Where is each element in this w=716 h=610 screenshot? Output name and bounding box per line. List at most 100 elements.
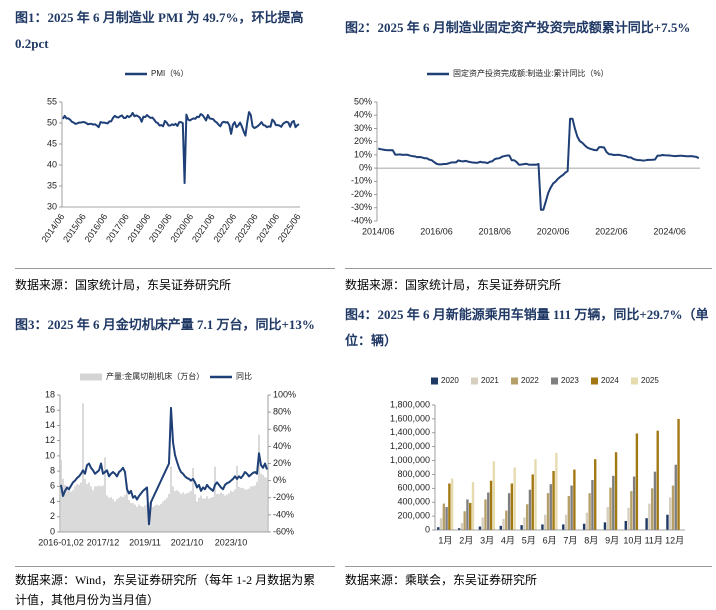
bar (242, 487, 244, 532)
legend-label: 产量:金属切削机床（万台） (106, 371, 204, 381)
bar (603, 522, 607, 530)
bar (541, 524, 544, 530)
bar (228, 493, 230, 532)
x-tick-label: 4月 (501, 535, 515, 545)
y-tick-label: 40 (47, 159, 57, 169)
bar (612, 475, 615, 530)
bar (471, 482, 475, 530)
x-tick-label: 2024/06 (653, 226, 686, 236)
y-tick-label: 35 (47, 180, 57, 190)
legend-label: 同比 (236, 371, 252, 381)
y-tick-label: 12 (45, 435, 55, 445)
bar (82, 403, 84, 532)
bar (523, 517, 526, 530)
bar (264, 477, 266, 532)
bar (437, 527, 440, 530)
bar (84, 478, 86, 532)
bar (520, 525, 523, 530)
bar (114, 501, 116, 532)
bar (591, 480, 594, 530)
bar (463, 511, 466, 530)
bar (582, 523, 586, 530)
bar (588, 493, 591, 530)
y-tick-label: 1,600,000 (390, 413, 430, 423)
bar (457, 528, 461, 530)
bar (74, 486, 76, 532)
bar (194, 493, 196, 532)
bar (531, 474, 534, 530)
bar (214, 466, 216, 532)
legend-swatch (511, 377, 518, 385)
y-tick-label: 16 (45, 405, 55, 415)
bar (166, 497, 168, 532)
legend-label: 固定资产投资完成额:制造业:累计同比（%） (453, 68, 609, 78)
bar (484, 499, 487, 530)
y-tick-label: 55 (47, 96, 57, 106)
bar (240, 487, 242, 532)
bar (666, 514, 669, 530)
bar (136, 506, 138, 532)
x-tick-label: 6月 (543, 535, 557, 545)
bar (94, 486, 96, 532)
bar (156, 504, 158, 532)
bar (492, 461, 496, 530)
bar (212, 496, 214, 532)
bar (76, 484, 78, 532)
bar (653, 471, 657, 530)
legend-label: PMI（%） (151, 69, 188, 78)
bar (630, 491, 633, 530)
y-tick-label: 600,000 (397, 483, 430, 493)
bar (573, 469, 576, 530)
line-series (60, 406, 268, 526)
separator (15, 268, 335, 269)
y-tick-label: 0% (359, 162, 372, 172)
bar (671, 485, 675, 530)
bar (170, 466, 172, 532)
bar (248, 488, 250, 532)
x-tick-label: 8月 (584, 535, 598, 545)
y-tick-label: -30% (351, 202, 372, 212)
bar (152, 506, 154, 532)
y-tick-label: 30% (354, 123, 372, 133)
bar (544, 514, 547, 530)
bar (204, 498, 206, 532)
bar (60, 459, 62, 532)
bar (174, 490, 176, 532)
bar (70, 491, 72, 532)
separator (15, 566, 335, 567)
bar (144, 505, 146, 532)
bar (124, 494, 126, 532)
x-tick-label: 3月 (480, 535, 494, 545)
bar (160, 503, 162, 532)
bar (102, 485, 104, 532)
legend-swatch (80, 373, 102, 381)
bar (562, 524, 565, 530)
bar (614, 452, 618, 530)
y-tick-label: 50 (47, 117, 57, 127)
bar (466, 499, 469, 530)
bar (64, 484, 66, 532)
y2-tick-label: 100% (273, 389, 296, 399)
y2-tick-label: 60% (273, 424, 291, 434)
x-tick-label: 2017/12 (87, 537, 120, 547)
legend-swatch (591, 377, 598, 385)
bar (230, 490, 232, 532)
figure-title: 图1：2025 年 6 月制造业 PMI 为 49.7%，环比提高 0.2pct (15, 10, 304, 51)
bar (525, 504, 529, 530)
bar (116, 499, 118, 532)
bar (481, 517, 484, 530)
y-tick-label: 10% (354, 149, 372, 159)
bar (258, 434, 260, 532)
y-tick-label: 6 (50, 481, 55, 491)
y-tick-label: 1,400,000 (390, 427, 430, 437)
x-tick-label: 1月 (438, 535, 452, 545)
bar (78, 484, 80, 532)
y-tick-label: 400,000 (397, 497, 430, 507)
bar (645, 518, 648, 530)
bar (656, 430, 659, 530)
y2-tick-label: -60% (273, 526, 294, 536)
bar (118, 497, 120, 532)
chart: 0 200,000 400,000 600,000 800,000 1,000,000 1,… (390, 376, 685, 545)
y-tick-label: -40% (351, 215, 372, 225)
